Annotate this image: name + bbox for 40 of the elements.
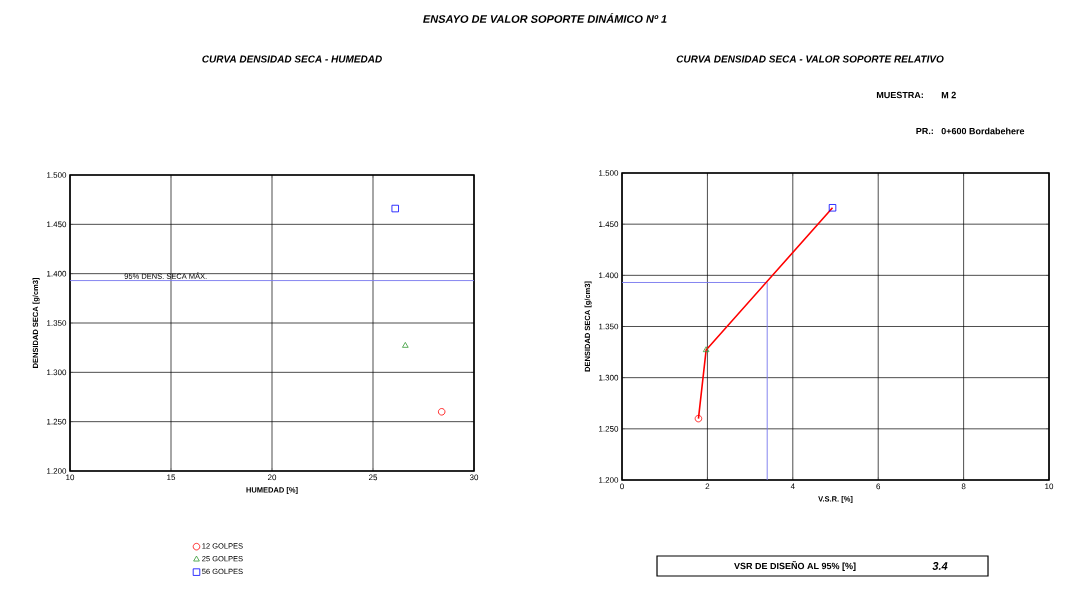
- point: [702, 346, 710, 353]
- point: [694, 414, 703, 423]
- x-tick-label: 10: [1045, 483, 1054, 490]
- x-tick-label: 4: [790, 483, 795, 490]
- x-tick-label: 0: [620, 483, 624, 490]
- text: M 2: [941, 91, 956, 99]
- x-tick-label: 8: [961, 483, 966, 490]
- y-tick-label: 1.400: [47, 270, 67, 277]
- text: ENSAYO DE VALOR SOPORTE DINÁMICO Nº 1: [423, 13, 667, 23]
- x-tick-label: 6: [876, 483, 881, 490]
- y-tick-label: 1.350: [47, 320, 67, 326]
- y-tick-label: 1.200: [599, 477, 619, 483]
- y-tick-label: 1.350: [599, 323, 619, 330]
- point: [391, 204, 399, 213]
- text: 3.4: [932, 562, 948, 570]
- y-tick-label: 1.450: [47, 221, 67, 228]
- x-tick-label: 2: [705, 483, 710, 490]
- point: [437, 408, 446, 416]
- y-tick-label: 1.300: [47, 369, 67, 376]
- text: 0+600 Bordabehere: [941, 127, 1025, 135]
- x-tick-label: 10: [66, 474, 75, 481]
- text: PR.:: [916, 127, 933, 135]
- point: [402, 341, 409, 348]
- x-tick-label: 20: [267, 474, 277, 481]
- point: [828, 204, 837, 212]
- y-tick-label: 1.250: [47, 418, 67, 425]
- text: VSR DE DISEÑO AL 95% [%]: [734, 561, 856, 571]
- x-tick-label: 25: [368, 474, 378, 481]
- y-tick-label: 1.250: [599, 426, 619, 432]
- y-tick-label: 1.500: [47, 172, 67, 178]
- x-tick-label: 15: [167, 474, 176, 481]
- y-tick-label: 1.500: [599, 170, 619, 176]
- x-tick-label: 30: [469, 474, 479, 481]
- y-tick-label: 1.450: [599, 221, 619, 227]
- text: MUESTRA:: [876, 91, 923, 99]
- chart-title: CURVA DENSIDAD SECA - VALOR SOPORTE RELATIVO: [676, 55, 944, 63]
- y-tick-label: 1.200: [47, 468, 67, 474]
- chart-title: CURVA DENSIDAD SECA - HUMEDAD: [202, 55, 382, 63]
- y-tick-label: 1.400: [599, 272, 619, 279]
- y-tick-label: 1.300: [599, 374, 619, 381]
